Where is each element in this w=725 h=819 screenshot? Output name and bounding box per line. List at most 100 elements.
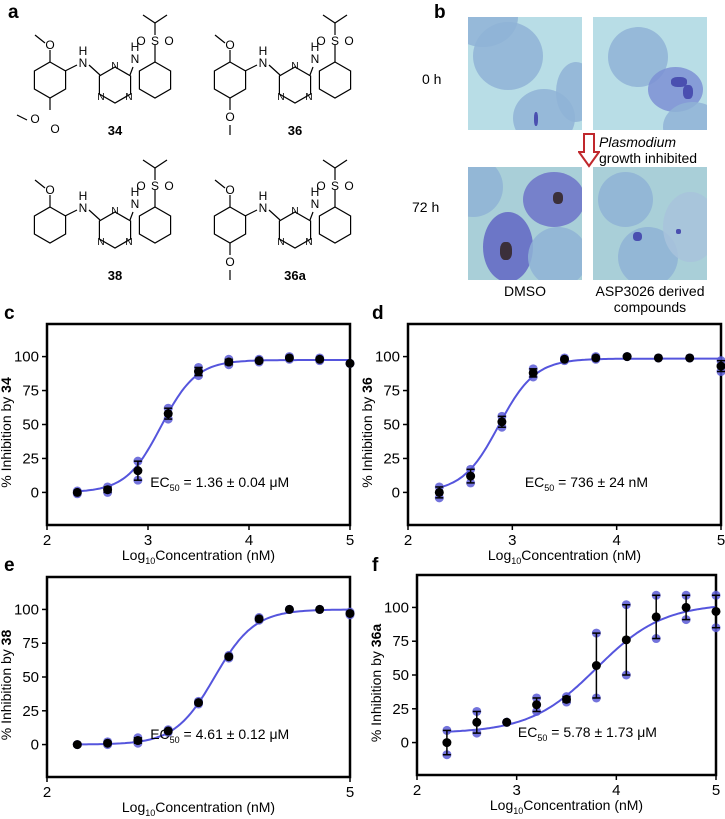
ec50-annotation: EC50 = 4.61 ± 0.12 μM — [150, 726, 289, 745]
bond — [309, 66, 314, 76]
atom-label: H — [79, 189, 88, 203]
mean-point — [254, 356, 264, 366]
bond — [268, 209, 281, 221]
panel-label-b: b — [434, 2, 446, 23]
mean-point — [194, 698, 203, 708]
mean-point — [224, 652, 234, 662]
atom-label: N — [111, 206, 118, 217]
bond — [142, 14, 156, 24]
mean-point — [442, 738, 452, 748]
fit-curve — [77, 359, 350, 493]
atom-label: O — [316, 179, 325, 193]
y-tick-label: 0 — [392, 484, 400, 501]
atom-label: O — [45, 183, 54, 197]
row-label-72h: 72 h — [412, 199, 440, 215]
bond — [88, 209, 101, 221]
arrow-label-organism: Plasmodium — [599, 134, 677, 150]
col-label-dmso: DMSO — [504, 283, 546, 299]
mean-point — [72, 487, 82, 497]
atom-label: N — [79, 56, 88, 70]
y-tick-label: 50 — [22, 417, 39, 434]
panel-label-f: f — [372, 555, 379, 576]
ec50-annotation: EC50 = 5.78 ± 1.73 μM — [518, 724, 657, 743]
mean-point — [653, 353, 663, 363]
mean-point — [591, 353, 601, 363]
atom-label: O — [225, 38, 234, 52]
y-tick-label: 75 — [22, 635, 39, 652]
atom-label: H — [131, 40, 140, 54]
x-tick-label: 2 — [413, 782, 421, 799]
atom-label: S — [151, 179, 159, 193]
bond — [322, 14, 336, 24]
mean-point — [103, 485, 113, 495]
atom-label: O — [45, 38, 54, 52]
ec50-annotation: EC50 = 1.36 ± 0.04 μM — [150, 474, 289, 493]
y-tick-label: 25 — [22, 703, 39, 720]
bond — [214, 34, 226, 44]
y-tick-label: 0 — [401, 735, 409, 752]
atom-label: O — [344, 179, 353, 193]
atom-label: O — [225, 110, 234, 124]
atom-label: N — [305, 92, 312, 103]
mean-point — [591, 661, 601, 671]
x-axis-label: Log10Concentration (nM) — [490, 797, 643, 816]
atom-label: O — [136, 179, 145, 193]
mean-point — [681, 602, 691, 612]
mean-point — [163, 726, 173, 736]
x-tick-label: 4 — [612, 782, 620, 799]
atom-label: O — [225, 183, 234, 197]
bond — [16, 114, 28, 121]
mean-point — [315, 604, 325, 614]
micrograph-dmso-72h — [468, 167, 582, 280]
mean-point — [711, 606, 721, 616]
atom-label: O — [164, 34, 173, 48]
bond — [154, 14, 168, 24]
x-axis-label: Log10Concentration (nM) — [122, 547, 275, 566]
bond — [244, 209, 258, 217]
y-tick-label: 50 — [383, 417, 400, 434]
mean-point — [284, 604, 294, 614]
atom-label: N — [131, 52, 140, 66]
panel-label-e: e — [4, 555, 15, 576]
x-tick-label: 3 — [144, 532, 152, 549]
mean-point — [466, 471, 476, 481]
fit-curve — [439, 357, 721, 489]
atom-label: H — [311, 185, 320, 199]
atom-label: N — [291, 61, 298, 72]
panel-label-a: a — [8, 2, 19, 23]
atom-label: N — [277, 237, 284, 248]
atom-label: N — [111, 61, 118, 72]
atom-label: N — [97, 92, 104, 103]
panel-label-d: d — [372, 303, 384, 324]
mean-point — [72, 740, 82, 750]
atom-label: H — [259, 189, 268, 203]
mean-point — [224, 357, 234, 367]
y-tick-label: 50 — [392, 667, 409, 684]
mean-point — [133, 466, 143, 476]
x-axis-label: Log10Concentration (nM) — [122, 799, 275, 818]
atom-label: N — [311, 197, 320, 211]
bond — [64, 64, 78, 72]
atom-label: O — [30, 112, 39, 126]
x-tick-label: 3 — [512, 782, 520, 799]
mean-point — [254, 614, 264, 624]
y-tick-label: 0 — [31, 737, 39, 754]
right-ring — [318, 206, 352, 244]
triazine-ring — [278, 211, 312, 249]
triazine-ring — [98, 66, 132, 104]
x-tick-label: 5 — [717, 532, 725, 549]
atom-label: N — [125, 237, 132, 248]
compound-label: 34 — [108, 123, 123, 138]
compound-label: 36 — [288, 123, 302, 138]
atom-label: S — [331, 34, 339, 48]
mean-point — [621, 635, 631, 645]
mean-point — [532, 700, 542, 710]
mean-point — [345, 608, 355, 618]
mean-point — [528, 368, 538, 378]
